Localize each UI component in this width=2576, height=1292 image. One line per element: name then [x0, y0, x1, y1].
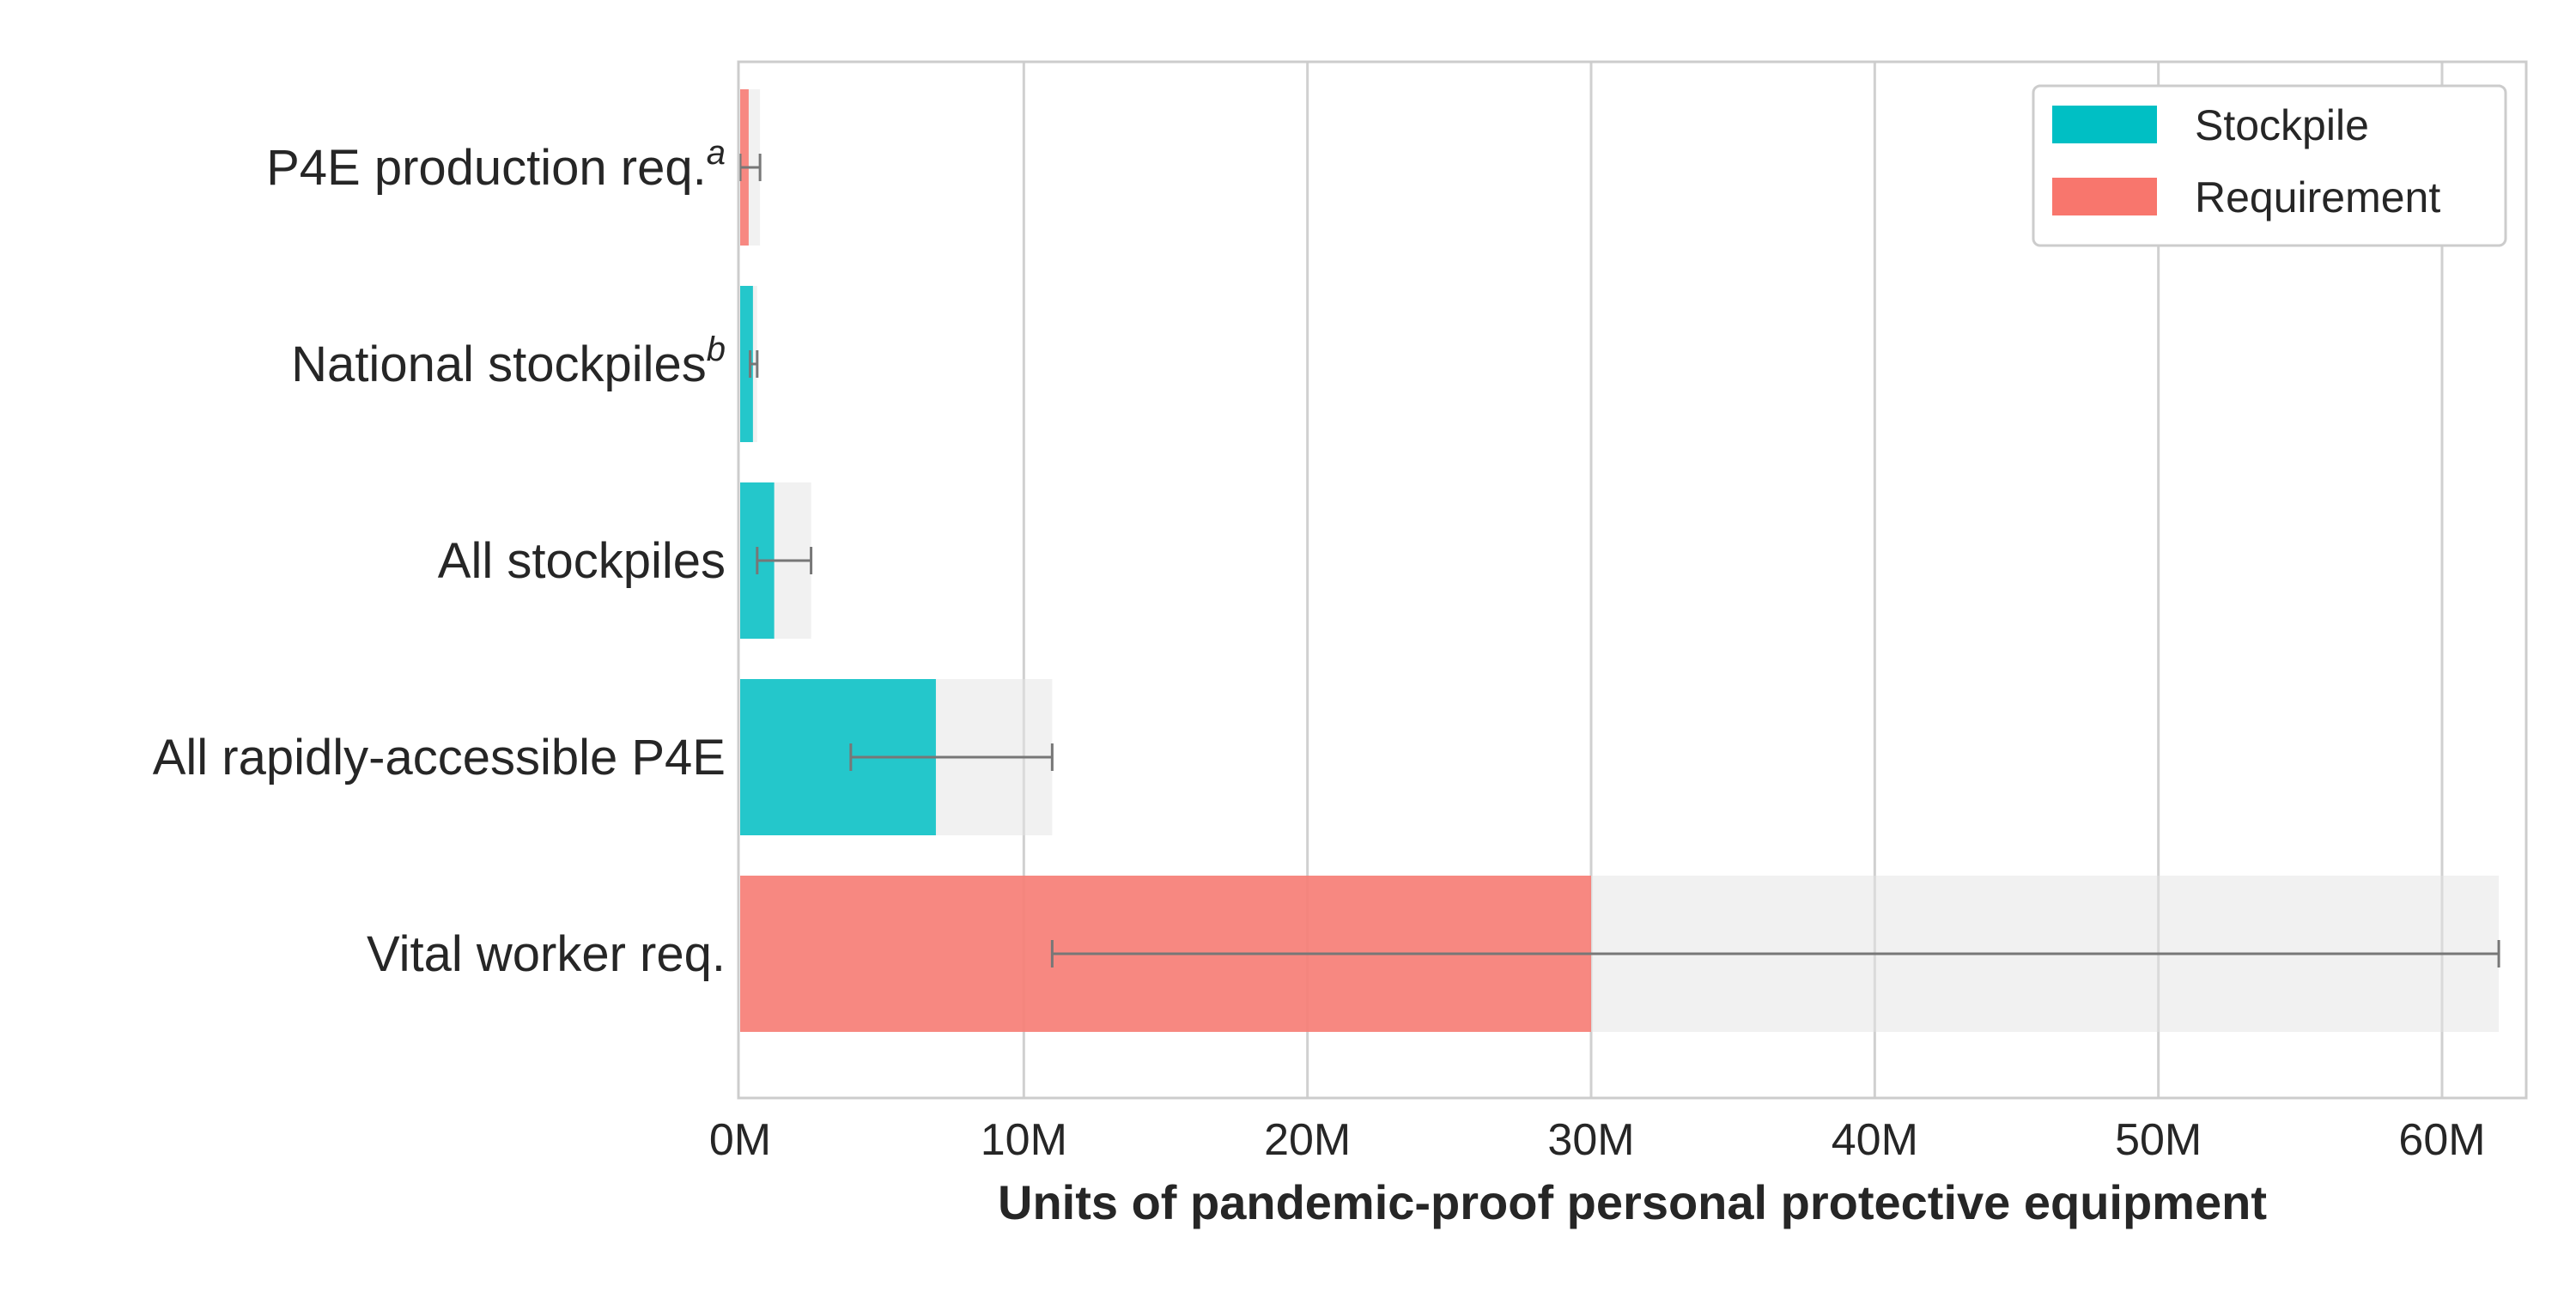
- category-footnote-mark: a: [707, 134, 726, 172]
- x-axis-title: Units of pandemic-proof personal protect…: [998, 1175, 2267, 1229]
- x-tick-label: 20M: [1264, 1115, 1351, 1165]
- x-tick-label: 40M: [1832, 1115, 1918, 1165]
- error-bars: [738, 154, 2500, 967]
- legend-label-requirement: Requirement: [2195, 173, 2440, 221]
- x-tick-label: 50M: [2115, 1115, 2202, 1165]
- category-label: Vital worker req.: [367, 926, 726, 982]
- category-label: P4E production req.a: [266, 134, 726, 196]
- legend-swatch-stockpile: [2052, 106, 2157, 143]
- plot-frame: [737, 60, 2528, 1100]
- x-tick-label: 0M: [709, 1115, 771, 1165]
- category-label: National stockpilesb: [291, 331, 726, 392]
- category-footnote-mark: b: [707, 331, 726, 368]
- category-label: All stockpiles: [438, 533, 726, 589]
- x-tick-labels: 0M 10M 20M 30M 40M 50M 60M: [709, 1115, 2486, 1165]
- x-tick-label: 10M: [981, 1115, 1067, 1165]
- x-tick-label: 30M: [1547, 1115, 1634, 1165]
- category-label-text: National stockpiles: [291, 337, 707, 392]
- category-label-text: P4E production req.: [266, 140, 707, 196]
- category-labels: P4E production req.a National stockpilesb…: [153, 134, 726, 982]
- x-tick-label: 60M: [2398, 1115, 2485, 1165]
- category-label-text: All rapidly-accessible P4E: [153, 730, 726, 786]
- legend-label-stockpile: Stockpile: [2195, 101, 2369, 149]
- category-label: All rapidly-accessible P4E: [153, 730, 726, 786]
- bar: [740, 286, 753, 442]
- category-label-text: All stockpiles: [438, 533, 726, 589]
- legend-swatch-requirement: [2052, 178, 2157, 215]
- legend: Stockpile Requirement: [2032, 84, 2507, 247]
- category-label-text: Vital worker req.: [367, 926, 726, 982]
